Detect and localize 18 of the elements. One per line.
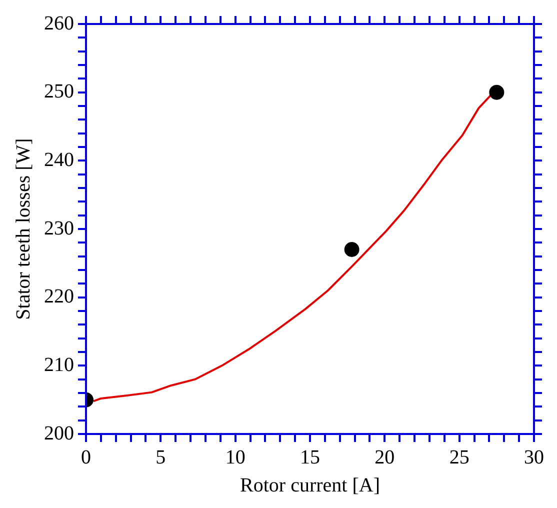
- y-tick-label: 210: [44, 354, 74, 376]
- x-tick-label: 15: [300, 446, 320, 468]
- x-tick-label: 20: [374, 446, 395, 468]
- y-tick-label: 230: [44, 217, 74, 240]
- y-axis-title: Stator teeth losses [W]: [12, 138, 34, 320]
- x-axis-title: Rotor current [A]: [240, 474, 380, 496]
- y-tick-label: 220: [44, 286, 74, 308]
- x-tick-label: 30: [524, 446, 544, 468]
- x-tick-label: 0: [81, 446, 91, 468]
- y-tick-label: 200: [44, 422, 74, 444]
- x-tick-label: 10: [225, 446, 246, 468]
- y-tick-label: 250: [44, 80, 74, 103]
- y-tick-label: 240: [44, 148, 74, 171]
- x-tick-label: 25: [449, 446, 470, 468]
- x-tick-label: 5: [156, 446, 166, 468]
- point: [344, 242, 360, 257]
- y-tick-label: 260: [44, 12, 74, 34]
- point: [489, 84, 504, 100]
